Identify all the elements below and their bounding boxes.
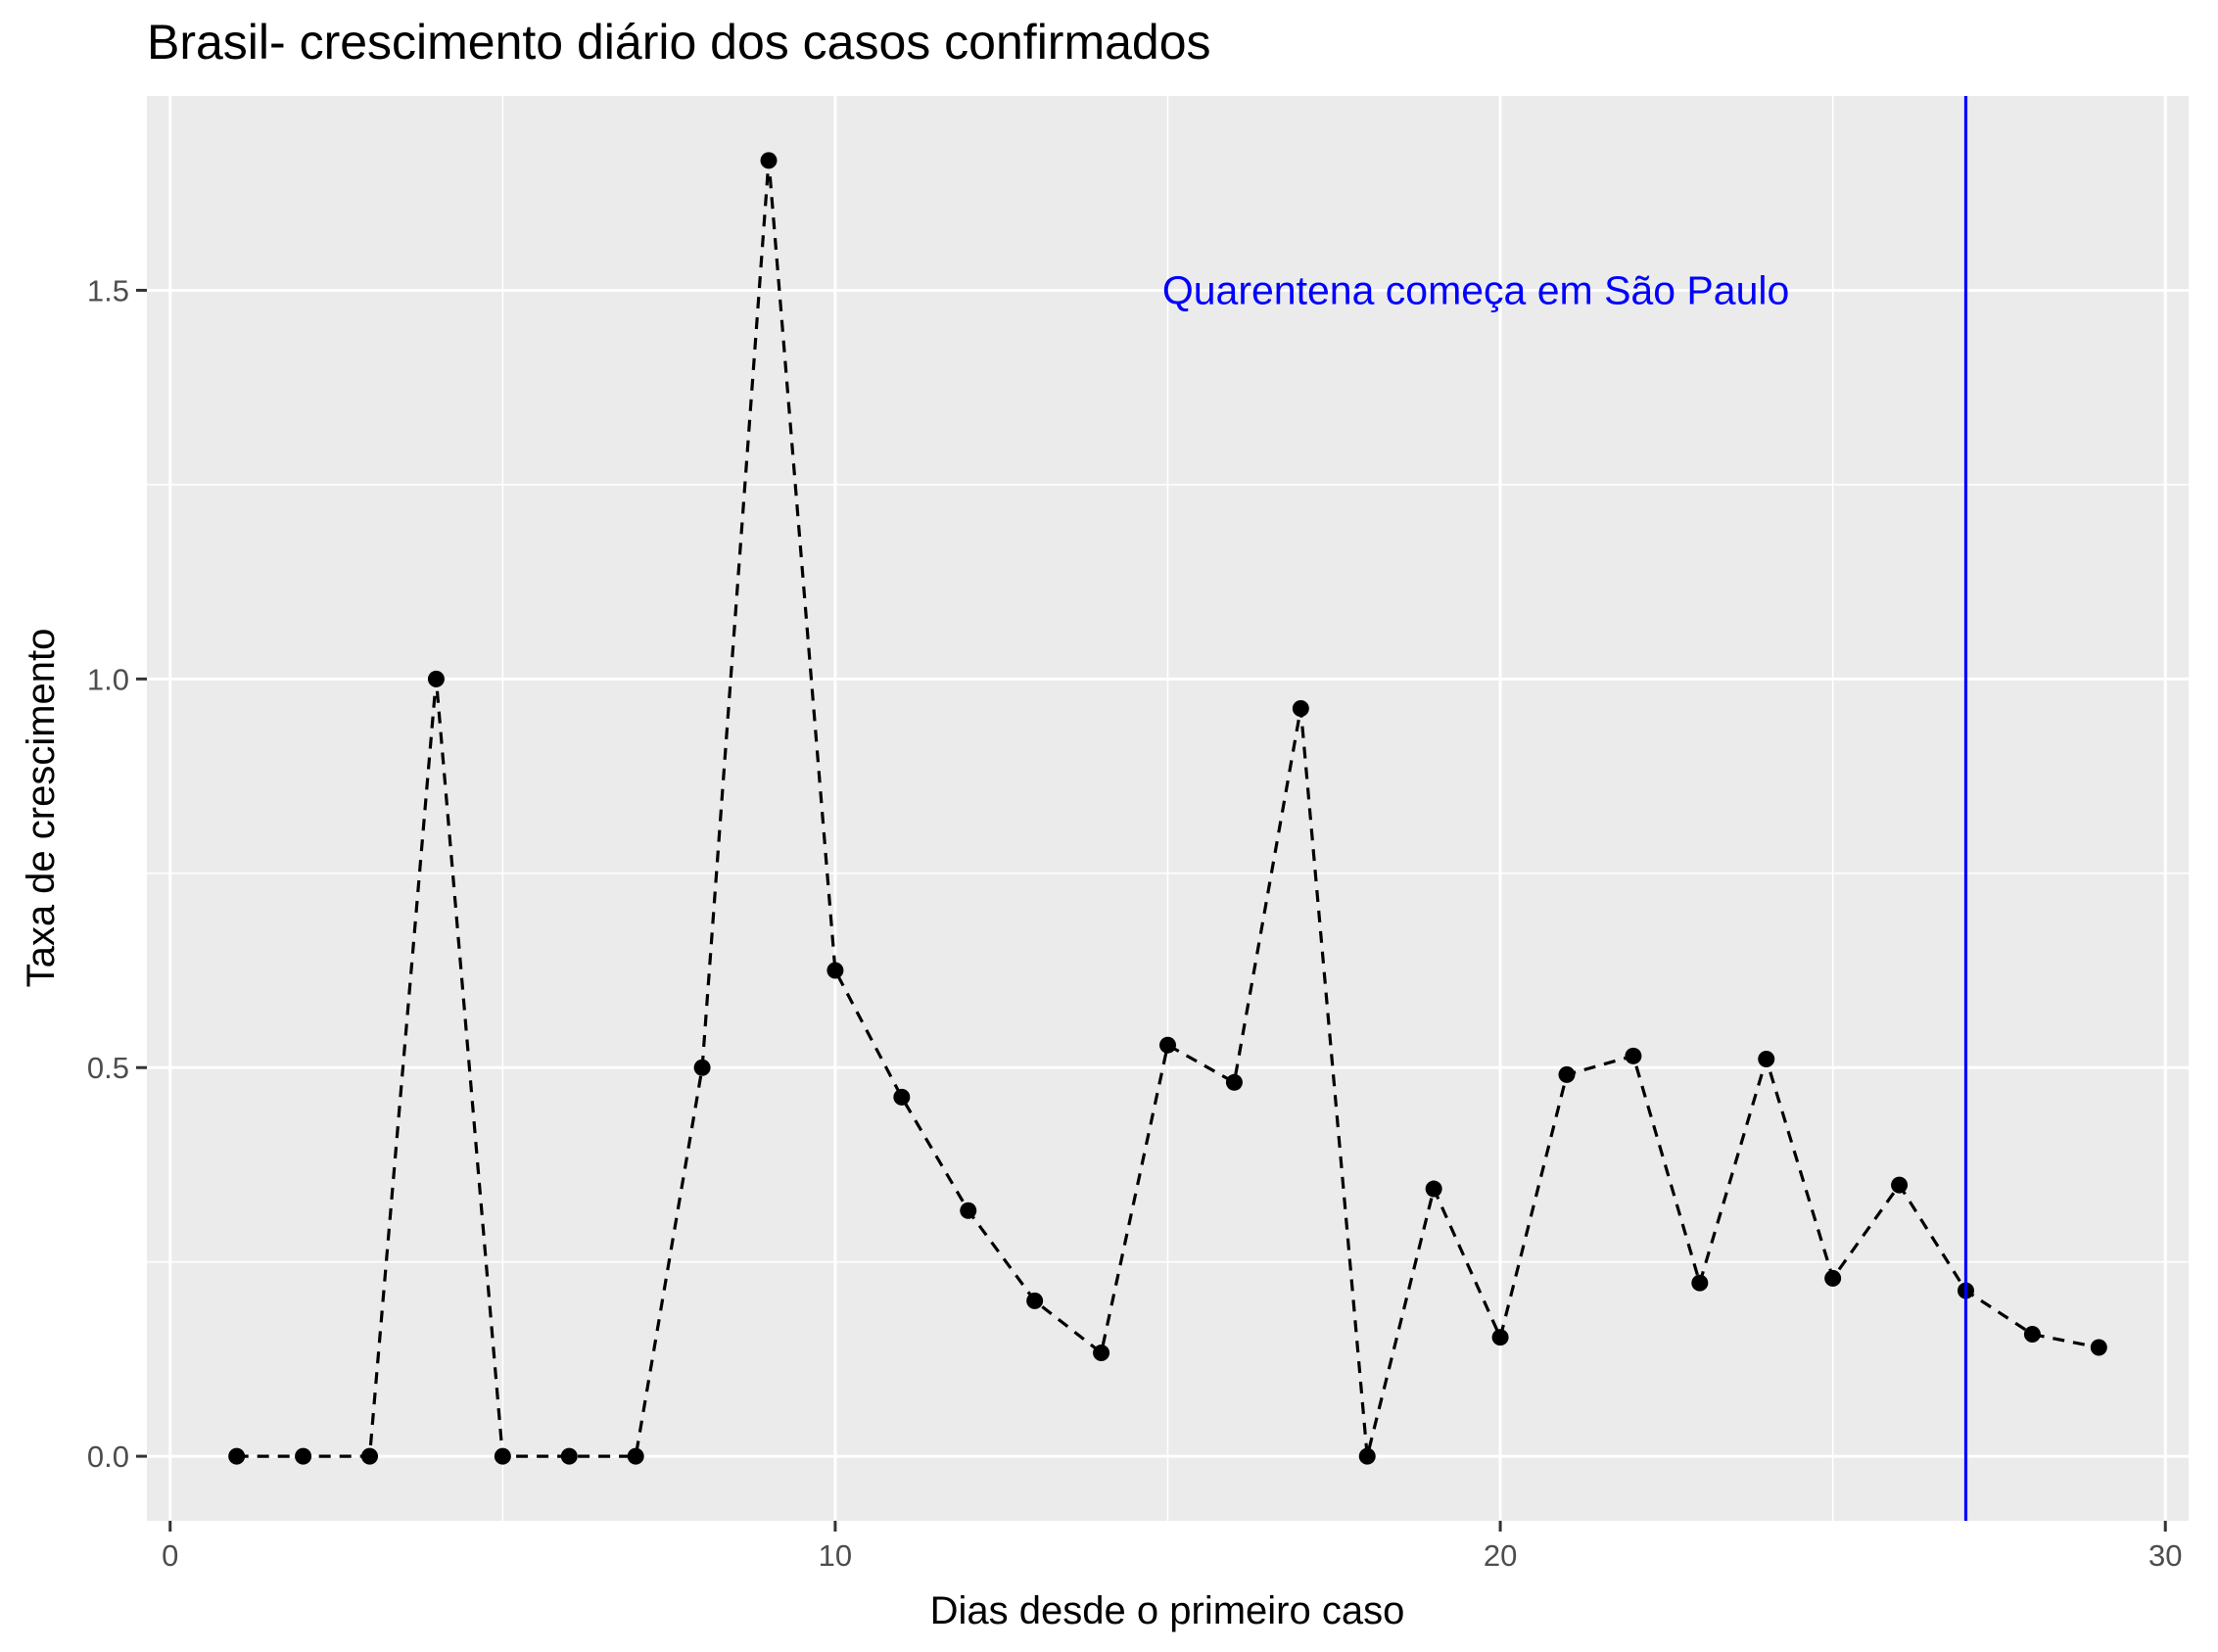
data-point [1625, 1047, 1642, 1064]
data-point [1425, 1180, 1442, 1198]
data-point [693, 1059, 711, 1076]
annotation-layer: Quarentena começa em São Paulo [1162, 96, 1968, 1521]
x-tick-labels: 0 10 20 30 [162, 1538, 2182, 1573]
data-point [560, 1447, 578, 1465]
axis-ticks [136, 288, 2167, 1532]
y-tick-label: 1.5 [87, 273, 129, 307]
data-point [760, 152, 778, 169]
y-tick-label: 1.0 [87, 662, 129, 696]
x-tick-label: 0 [162, 1538, 178, 1573]
data-point [228, 1447, 246, 1465]
data-point [1159, 1036, 1176, 1054]
data-point [1225, 1073, 1243, 1091]
data-point [1292, 699, 1309, 717]
y-tick-label: 0.0 [87, 1440, 129, 1474]
data-point [2090, 1339, 2107, 1356]
y-tick-labels: 0.0 0.5 1.0 1.5 [87, 273, 129, 1474]
data-point [960, 1202, 977, 1219]
y-axis-title: Taxa de crescimento [20, 629, 63, 988]
data-point [427, 670, 445, 687]
chart-title: Brasil- crescimento diário dos casos con… [147, 15, 1211, 70]
data-point [1491, 1329, 1509, 1346]
x-tick-label: 20 [1484, 1538, 1517, 1573]
x-axis-title: Dias desde o primeiro caso [930, 1589, 1405, 1632]
quarantine-annotation: Quarentena começa em São Paulo [1162, 267, 1789, 312]
x-tick-label: 30 [2148, 1538, 2182, 1573]
data-point [494, 1447, 511, 1465]
data-point [1691, 1274, 1709, 1292]
data-point [893, 1088, 911, 1106]
y-tick-label: 0.5 [87, 1051, 129, 1085]
data-point [1093, 1345, 1110, 1362]
data-point [2023, 1325, 2041, 1343]
minor-gridlines [147, 96, 2189, 1521]
data-point [1824, 1269, 1842, 1287]
major-gridlines [147, 96, 2189, 1521]
x-tick-label: 10 [819, 1538, 852, 1573]
series-layer [228, 152, 2107, 1465]
data-point [361, 1447, 379, 1465]
data-point [1891, 1176, 1909, 1194]
data-point [627, 1447, 644, 1465]
data-point [1558, 1065, 1576, 1083]
data-point [1758, 1050, 1775, 1067]
series-line [236, 159, 2100, 1458]
data-point [1026, 1292, 1044, 1309]
data-point [295, 1447, 312, 1465]
data-point [1358, 1447, 1376, 1465]
data-point [826, 962, 844, 979]
